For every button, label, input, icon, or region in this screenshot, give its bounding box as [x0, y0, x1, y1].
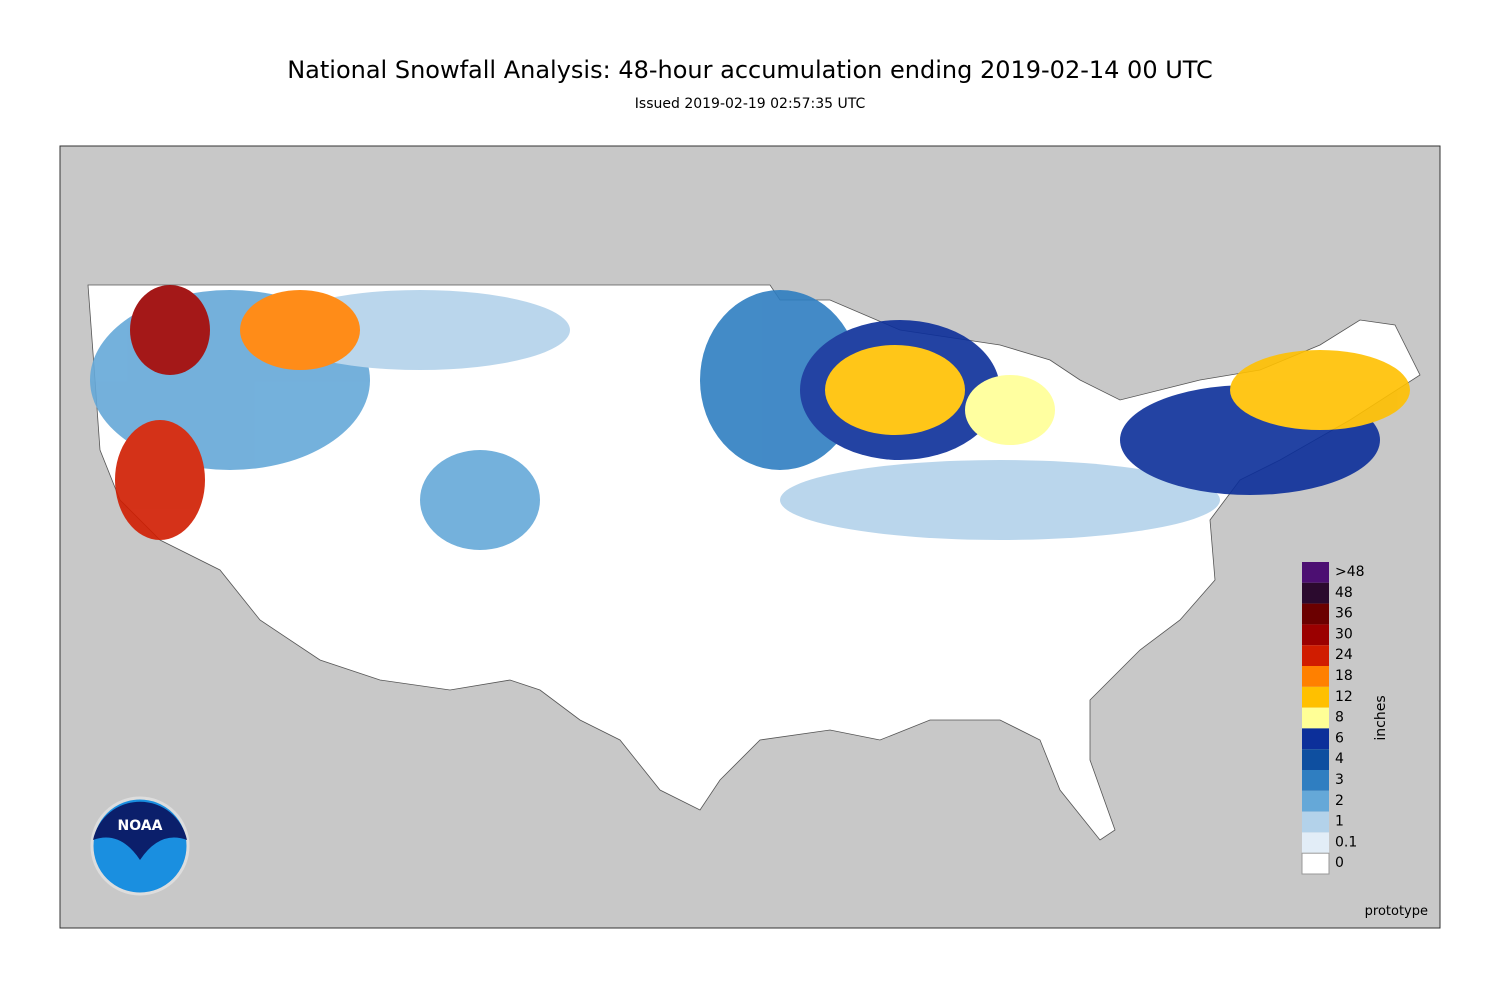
legend-swatch	[1302, 728, 1329, 750]
legend-label: 24	[1335, 647, 1353, 663]
legend-swatch	[1302, 790, 1329, 812]
snow-area	[115, 420, 205, 540]
legend-label: 0	[1335, 855, 1344, 871]
legend-unit: inches	[1373, 695, 1389, 740]
legend-label: 2	[1335, 793, 1344, 809]
map	[59, 145, 1441, 929]
us-land	[87, 284, 1421, 841]
logo-text: NOAA	[118, 818, 163, 834]
legend-swatch	[1302, 624, 1329, 646]
subtitle: Issued 2019-02-19 02:57:35 UTC	[635, 96, 866, 112]
logo-top	[93, 801, 187, 860]
legend-label: 18	[1335, 668, 1353, 684]
snow-area	[965, 375, 1055, 445]
legend-swatch	[1302, 749, 1329, 770]
legend-swatch	[1301, 852, 1330, 875]
legend-label: 30	[1335, 626, 1353, 642]
title: National Snowfall Analysis: 48-hour accu…	[287, 56, 1213, 84]
legend-swatch	[1302, 770, 1329, 791]
legend-swatch	[1302, 603, 1329, 625]
legend-label: 6	[1335, 730, 1344, 746]
legend-label: 12	[1335, 689, 1353, 705]
legend-label: 4	[1335, 751, 1344, 767]
noaa-logo: NOAA	[90, 796, 190, 896]
legend-swatch	[1302, 832, 1329, 854]
snow-area	[780, 460, 1220, 540]
legend-swatch	[1302, 666, 1329, 687]
legend-label: 3	[1335, 772, 1344, 788]
legend-swatch	[1302, 707, 1329, 729]
legend-label: 1	[1335, 814, 1344, 830]
snow-area	[130, 285, 210, 375]
legend-label: >48	[1335, 564, 1365, 580]
legend-label: 36	[1335, 606, 1353, 622]
legend-swatch	[1302, 686, 1329, 708]
snow-area	[1230, 350, 1410, 430]
snow-area	[240, 290, 360, 370]
snow-areas	[90, 285, 1410, 550]
legend-label: 0.1	[1335, 834, 1357, 850]
legend-swatch	[1302, 582, 1329, 604]
legend-swatch	[1302, 645, 1329, 666]
legend-swatch	[1302, 562, 1329, 583]
snow-area	[420, 450, 540, 550]
note: prototype	[1365, 904, 1428, 919]
legend: >48 48 36 30 24 18 12 8 6 4 3 2 1 0.1 0	[1301, 562, 1365, 875]
snow-area	[825, 345, 965, 435]
legend-swatch	[1302, 811, 1329, 833]
legend-label: 48	[1335, 585, 1353, 601]
legend-label: 8	[1335, 710, 1344, 726]
